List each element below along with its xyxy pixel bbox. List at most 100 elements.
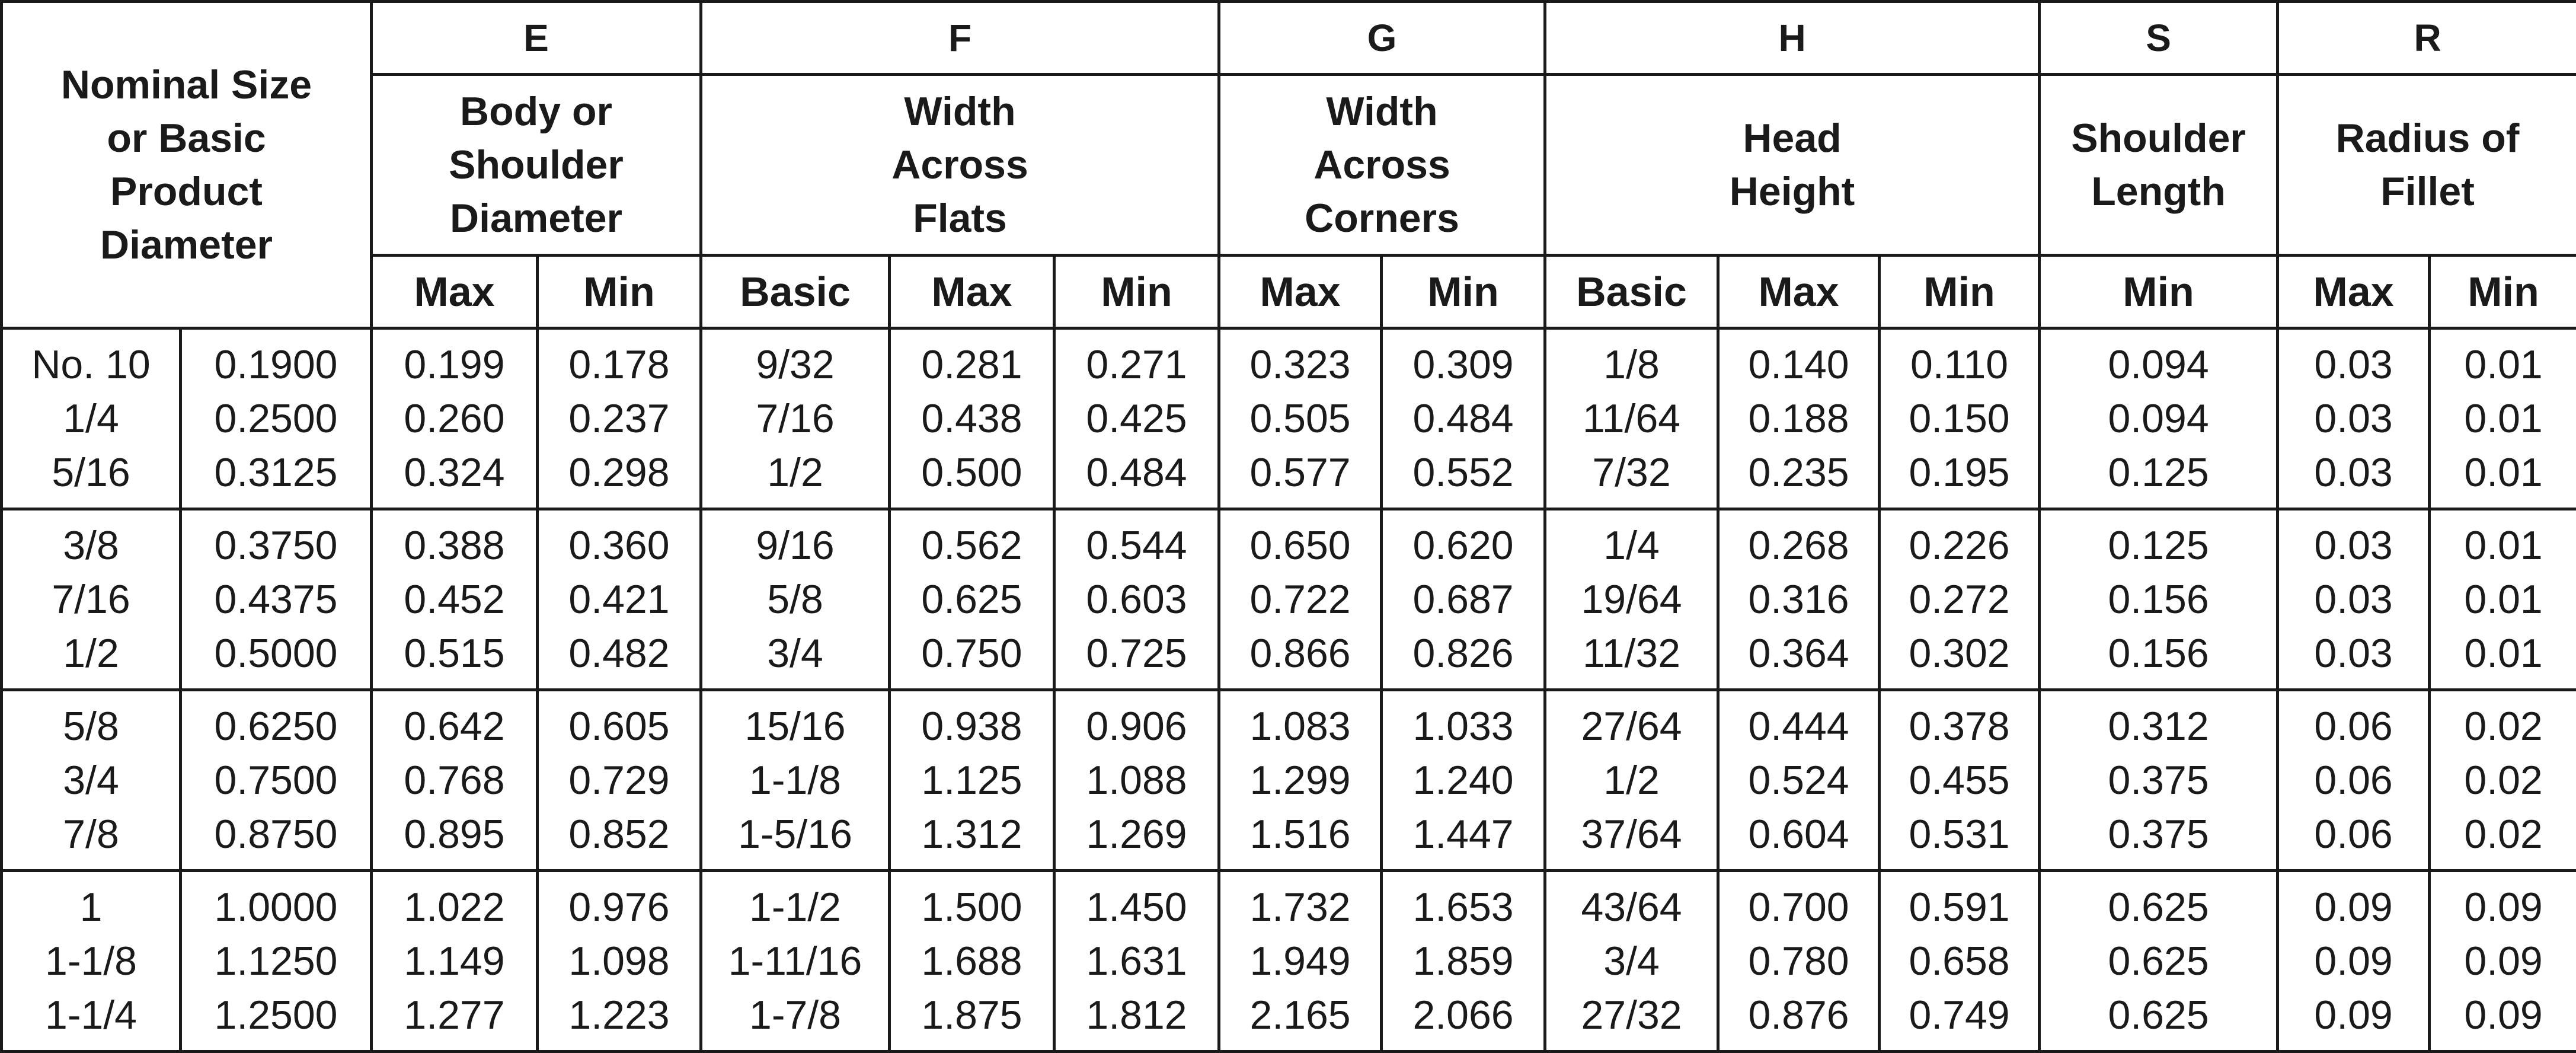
cell-value: 0.125	[2108, 522, 2209, 568]
cell-value: 0.455	[1909, 757, 2010, 803]
cell-f-min: 0.544 0.603 0.725	[1052, 508, 1221, 691]
cell-value: 0.03	[2314, 522, 2393, 568]
cell-value: 1.949	[1249, 938, 1351, 984]
cell-value: 0.06	[2314, 811, 2393, 857]
cell-g-min: 0.309 0.484 0.552	[1380, 327, 1547, 510]
cell-value: 0.268	[1748, 522, 1849, 568]
cell-value: 1.447	[1412, 811, 1514, 857]
cell-value: 0.484	[1086, 449, 1187, 495]
cell-f-max: 0.281 0.438 0.500	[888, 327, 1056, 510]
cell-s-min: 0.125 0.156 0.156	[2038, 508, 2280, 691]
cell-value: 0.271	[1086, 342, 1187, 387]
cell-value: 0.01	[2464, 576, 2543, 622]
cell-value: 0.01	[2464, 449, 2543, 495]
desc-line: Fillet	[2380, 169, 2475, 214]
cell-value: 0.03	[2314, 630, 2393, 676]
cell-f-max: 0.562 0.625 0.750	[888, 508, 1056, 691]
cell-value: 0.06	[2314, 757, 2393, 803]
desc-line: Shoulder	[2071, 116, 2246, 161]
cell-value: 0.482	[568, 630, 670, 676]
cell-value: 0.09	[2314, 938, 2393, 984]
cell-value: 7/8	[63, 811, 119, 857]
cell-value: 0.700	[1748, 884, 1849, 930]
nominal-size-header: Nominal Size or Basic Product Diameter	[0, 0, 373, 330]
cell-value: 0.378	[1909, 703, 2010, 749]
desc-line: Height	[1729, 169, 1855, 214]
cell-size: 3/8 7/16 1/2	[0, 508, 182, 691]
cell-h-max: 0.444 0.524 0.604	[1717, 688, 1881, 872]
cell-value: 1.125	[921, 757, 1022, 803]
cell-f-basic: 15/16 1-1/8 1-5/16	[699, 688, 891, 872]
cell-value: 0.094	[2108, 342, 2209, 387]
cell-value: 0.650	[1249, 522, 1351, 568]
cell-value: 1/8	[1603, 342, 1660, 387]
cell-value: 0.642	[404, 703, 505, 749]
cell-value: 0.199	[404, 342, 505, 387]
cell-value: 7/16	[756, 395, 835, 441]
cell-value: 0.388	[404, 522, 505, 568]
sub-header-e-min: Min	[536, 254, 702, 330]
desc-line: Width	[1326, 89, 1438, 134]
cell-r-max: 0.09 0.09 0.09	[2276, 869, 2431, 1053]
desc-line: Width	[904, 89, 1016, 134]
cell-value: 0.272	[1909, 576, 2010, 622]
cell-value: 0.552	[1412, 449, 1514, 495]
cell-value: 1-5/16	[738, 811, 852, 857]
sub-header-f-basic: Basic	[699, 254, 891, 330]
sub-header-e-max: Max	[370, 254, 539, 330]
desc-line: Flats	[913, 196, 1007, 241]
cell-value: 0.8750	[214, 811, 338, 857]
cell-value: 1.088	[1086, 757, 1187, 803]
desc-line: Across	[891, 142, 1028, 187]
table-row-group: No. 10 1/4 5/16 0.1900 0.2500 0.3125 0.199 0.26…	[0, 327, 2576, 510]
cell-value: 0.375	[2108, 811, 2209, 857]
cell-value: 37/64	[1581, 811, 1682, 857]
cell-s-min: 0.094 0.094 0.125	[2038, 327, 2280, 510]
cell-value: 0.140	[1748, 342, 1849, 387]
cell-value: 0.452	[404, 576, 505, 622]
nominal-header-line: Nominal Size	[60, 62, 312, 107]
cell-value: 0.515	[404, 630, 505, 676]
desc-line: Diameter	[449, 196, 623, 241]
cell-e-max: 0.642 0.768 0.895	[370, 688, 539, 872]
cell-value: 0.235	[1748, 449, 1849, 495]
cell-value: 5/8	[767, 576, 823, 622]
cell-value: 0.110	[1910, 342, 2009, 387]
cell-value: No. 10	[31, 342, 151, 387]
cell-value: 0.866	[1249, 630, 1351, 676]
cell-g-max: 0.323 0.505 0.577	[1217, 327, 1383, 510]
cell-value: 1	[79, 884, 103, 930]
radius-of-fillet-header: Radius of Fillet	[2276, 73, 2576, 257]
cell-value: 0.524	[1748, 757, 1849, 803]
cell-value: 0.09	[2314, 992, 2393, 1038]
cell-value: 0.591	[1909, 884, 2010, 930]
cell-value: 19/64	[1581, 576, 1682, 622]
cell-value: 0.6250	[214, 703, 338, 749]
cell-e-min: 0.178 0.237 0.298	[536, 327, 702, 510]
cell-g-min: 1.033 1.240 1.447	[1380, 688, 1547, 872]
cell-h-basic: 1/8 11/64 7/32	[1543, 327, 1720, 510]
cell-r-min: 0.01 0.01 0.01	[2428, 327, 2576, 510]
cell-value: 15/16	[744, 703, 846, 749]
cell-value: 43/64	[1581, 884, 1682, 930]
cell-value: 9/32	[756, 342, 835, 387]
cell-value: 1.240	[1412, 757, 1514, 803]
cell-value: 1.277	[404, 992, 505, 1038]
cell-value: 2.165	[1249, 992, 1351, 1038]
cell-value: 1.516	[1249, 811, 1351, 857]
cell-value: 0.722	[1249, 576, 1351, 622]
cell-value: 0.484	[1412, 395, 1514, 441]
cell-value: 1.875	[921, 992, 1022, 1038]
cell-value: 3/8	[63, 522, 119, 568]
cell-value: 0.260	[404, 395, 505, 441]
cell-value: 1.083	[1249, 703, 1351, 749]
cell-value: 0.09	[2314, 884, 2393, 930]
cell-value: 3/4	[1603, 938, 1660, 984]
column-letter-h: H	[1543, 0, 2041, 76]
sub-header-g-min: Min	[1380, 254, 1547, 330]
cell-value: 1-1/8	[45, 938, 137, 984]
cell-value: 0.658	[1909, 938, 2010, 984]
cell-value: 0.577	[1249, 449, 1351, 495]
cell-value: 9/16	[756, 522, 835, 568]
cell-value: 0.09	[2464, 992, 2543, 1038]
